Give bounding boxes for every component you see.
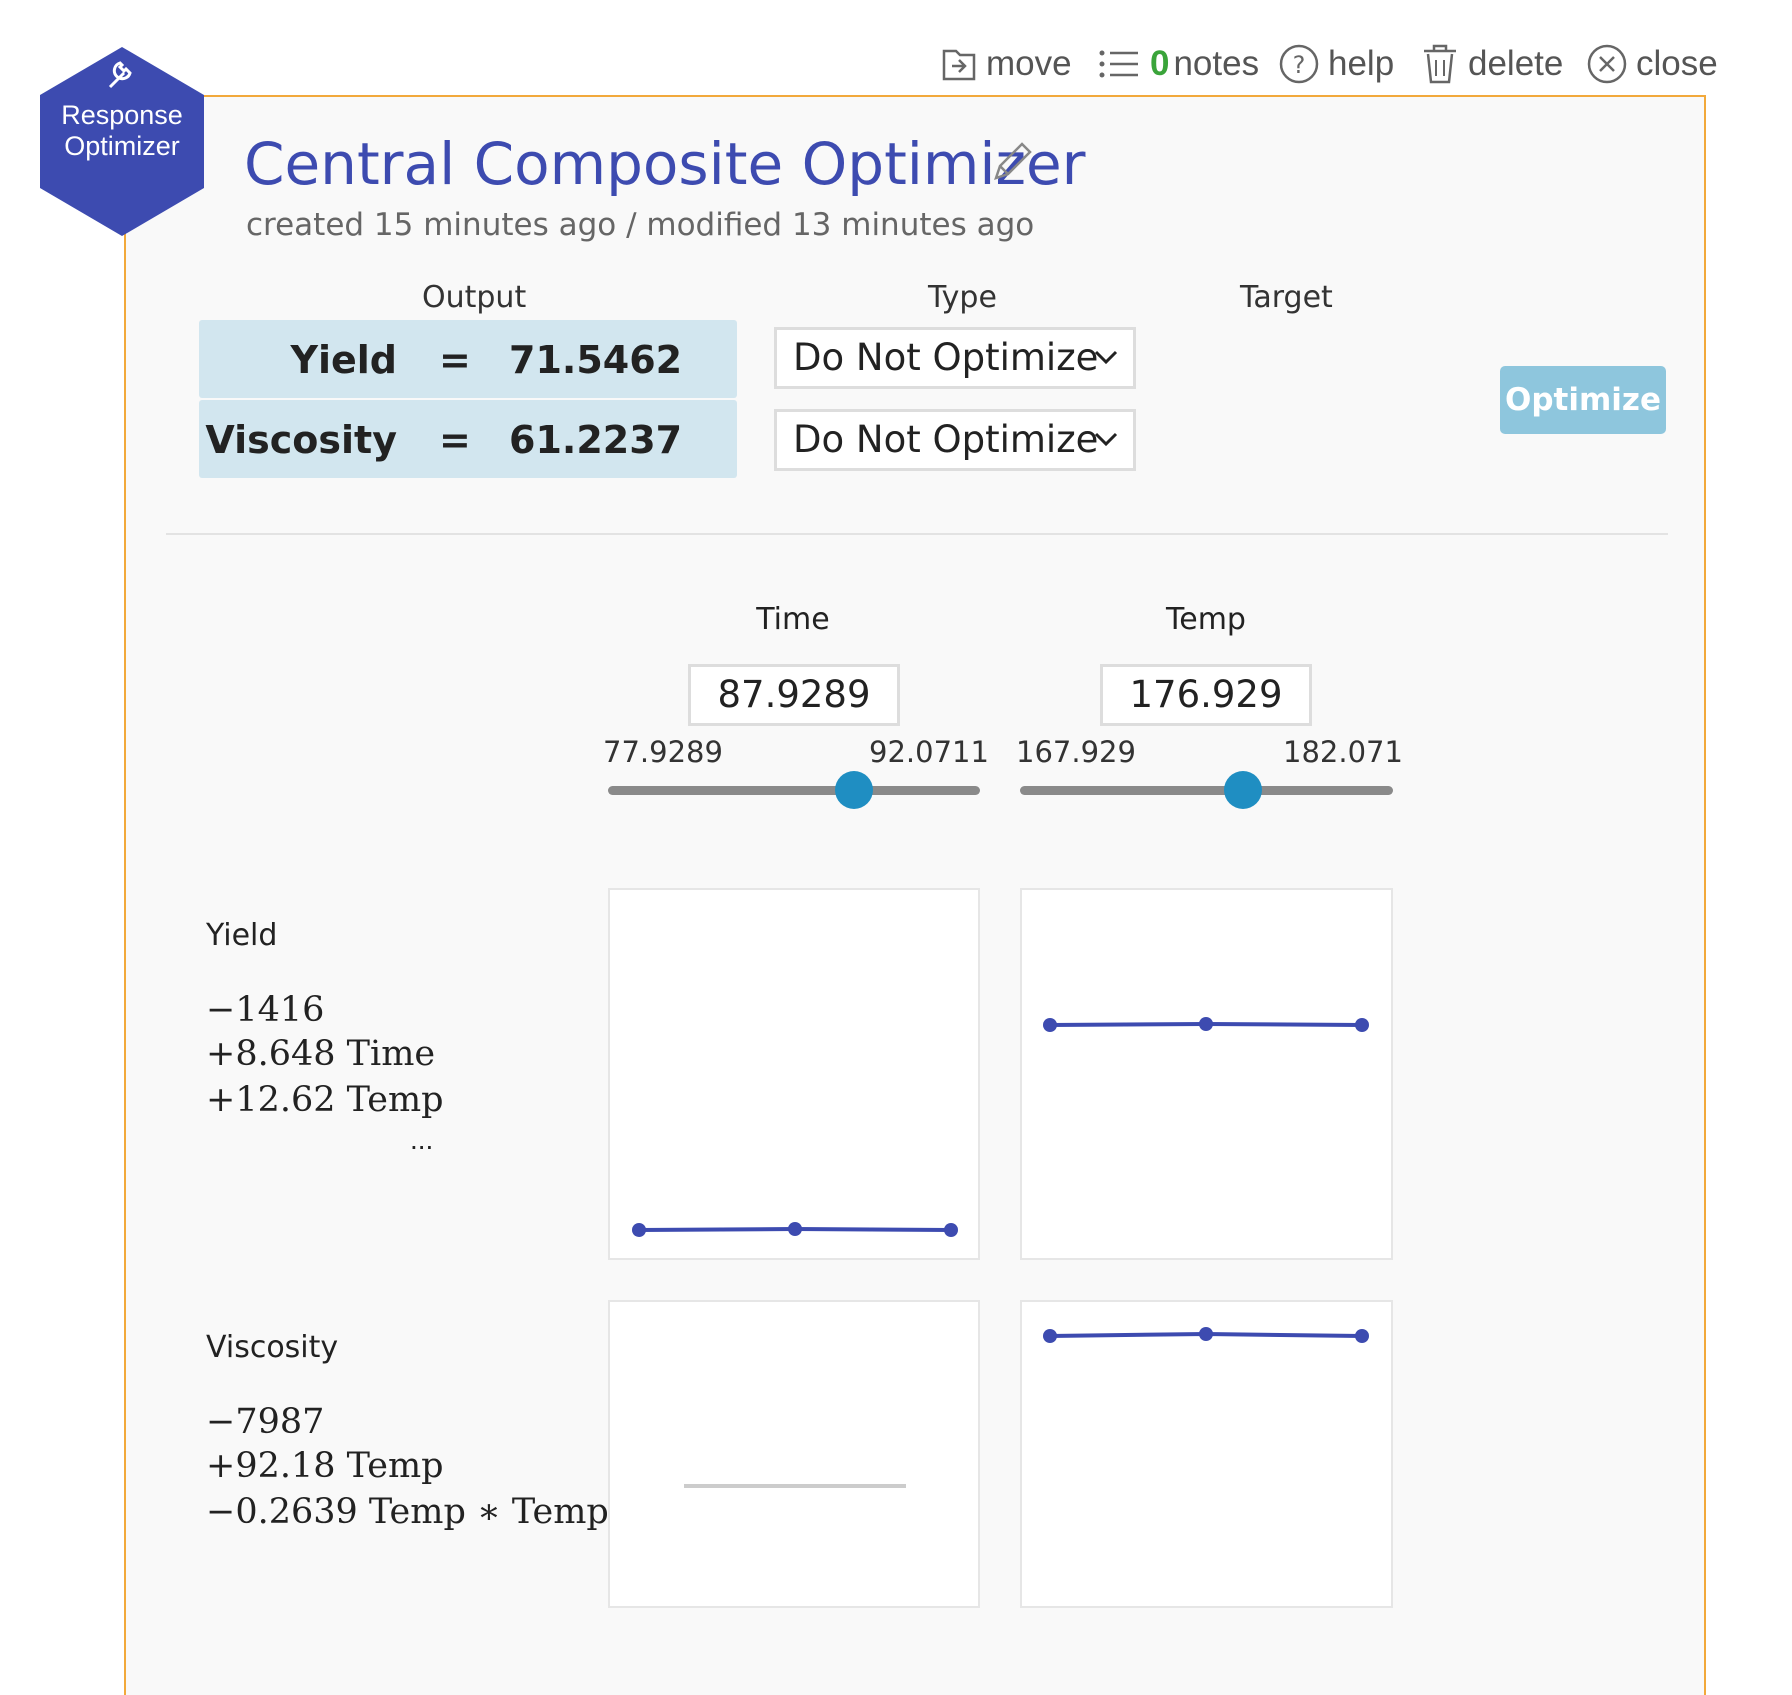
equation-term: −7987 — [206, 1402, 325, 1442]
help-button[interactable]: ? help — [1278, 40, 1394, 88]
move-icon — [942, 49, 976, 81]
temp-value-input[interactable]: 176.929 — [1100, 664, 1312, 726]
equals-sign: = — [439, 418, 471, 462]
plot-yield-time — [608, 888, 980, 1260]
delete-label: delete — [1468, 44, 1564, 83]
chevron-down-icon — [1094, 350, 1118, 365]
close-label: close — [1636, 44, 1718, 83]
time-value-input[interactable]: 87.9289 — [688, 664, 900, 726]
output-row-yield: Yield = 71.5462 — [199, 320, 737, 398]
temp-min-label: 167.929 — [1016, 735, 1136, 769]
profile-point — [1043, 1018, 1057, 1032]
response-label-yield: Yield — [206, 918, 278, 953]
list-icon — [1099, 50, 1138, 78]
notes-label: notes — [1173, 44, 1260, 83]
profile-point — [944, 1223, 958, 1237]
select-value: Do Not Optimize — [793, 336, 1099, 379]
plot-viscosity-time — [608, 1300, 980, 1608]
factor-header-time: Time — [756, 602, 830, 637]
output-value: 71.5462 — [509, 338, 683, 382]
select-value: Do Not Optimize — [793, 418, 1099, 461]
equation-term: −0.2639 Temp ∗ Temp — [206, 1492, 609, 1532]
time-min-label: 77.9289 — [603, 735, 723, 769]
time-slider-handle[interactable] — [835, 771, 873, 809]
time-max-label: 92.0711 — [869, 735, 989, 769]
close-button[interactable]: close — [1586, 40, 1718, 88]
more-terms-ellipsis[interactable]: ... — [410, 1124, 434, 1155]
svg-text:?: ? — [1293, 51, 1306, 79]
temp-slider-handle[interactable] — [1224, 771, 1262, 809]
profile-point — [632, 1223, 646, 1237]
close-icon — [1587, 44, 1627, 84]
profile-point — [1199, 1327, 1213, 1341]
viscosity-type-select[interactable]: Do Not Optimize — [774, 409, 1136, 471]
response-label-viscosity: Viscosity — [206, 1330, 339, 1365]
plot-viscosity-temp — [1020, 1300, 1393, 1608]
response-optimizer-badge — [40, 47, 204, 236]
profile-point — [1043, 1329, 1057, 1343]
edit-pencil-icon[interactable] — [990, 140, 1034, 184]
output-column-header: Output — [422, 280, 527, 315]
output-name: Yield — [290, 338, 397, 382]
temp-slider-track[interactable] — [1020, 786, 1393, 795]
factor-header-temp: Temp — [1166, 602, 1246, 637]
output-name: Viscosity — [205, 418, 397, 462]
yield-type-select[interactable]: Do Not Optimize — [774, 327, 1136, 389]
output-row-viscosity: Viscosity = 61.2237 — [199, 400, 737, 478]
profile-point — [788, 1222, 802, 1236]
profile-point — [1355, 1329, 1369, 1343]
badge-label: Response Optimizer — [61, 100, 183, 161]
help-icon: ? — [1279, 44, 1319, 84]
wrench-icon — [108, 61, 132, 89]
temp-max-label: 182.071 — [1283, 735, 1403, 769]
profile-point — [1199, 1017, 1213, 1031]
toolbar: move 0 notes ? help delete close — [0, 40, 1792, 88]
move-button[interactable]: move — [940, 40, 1072, 88]
optimize-button[interactable]: Optimize — [1500, 366, 1666, 434]
plot-yield-temp — [1020, 888, 1393, 1260]
delete-button[interactable]: delete — [1420, 40, 1563, 88]
equation-term: −1416 — [206, 990, 325, 1030]
equation-term: +8.648 Time — [206, 1034, 436, 1074]
trash-icon — [1424, 44, 1456, 84]
divider — [166, 533, 1668, 535]
equals-sign: = — [439, 338, 471, 382]
time-slider-track[interactable] — [608, 786, 980, 795]
notes-button[interactable]: 0 notes — [1098, 40, 1259, 88]
equation-term: +12.62 Temp — [206, 1080, 444, 1120]
chevron-down-icon — [1094, 432, 1118, 447]
type-column-header: Type — [928, 280, 997, 315]
equation-term: +92.18 Temp — [206, 1446, 444, 1486]
page-title: Central Composite Optimizer — [244, 130, 1086, 198]
profile-point — [1355, 1018, 1369, 1032]
timestamps: created 15 minutes ago / modified 13 min… — [246, 207, 1035, 243]
move-label: move — [986, 44, 1072, 83]
notes-count: 0 — [1150, 44, 1170, 83]
target-column-header: Target — [1240, 280, 1333, 315]
help-label: help — [1328, 44, 1395, 83]
output-value: 61.2237 — [509, 418, 683, 462]
